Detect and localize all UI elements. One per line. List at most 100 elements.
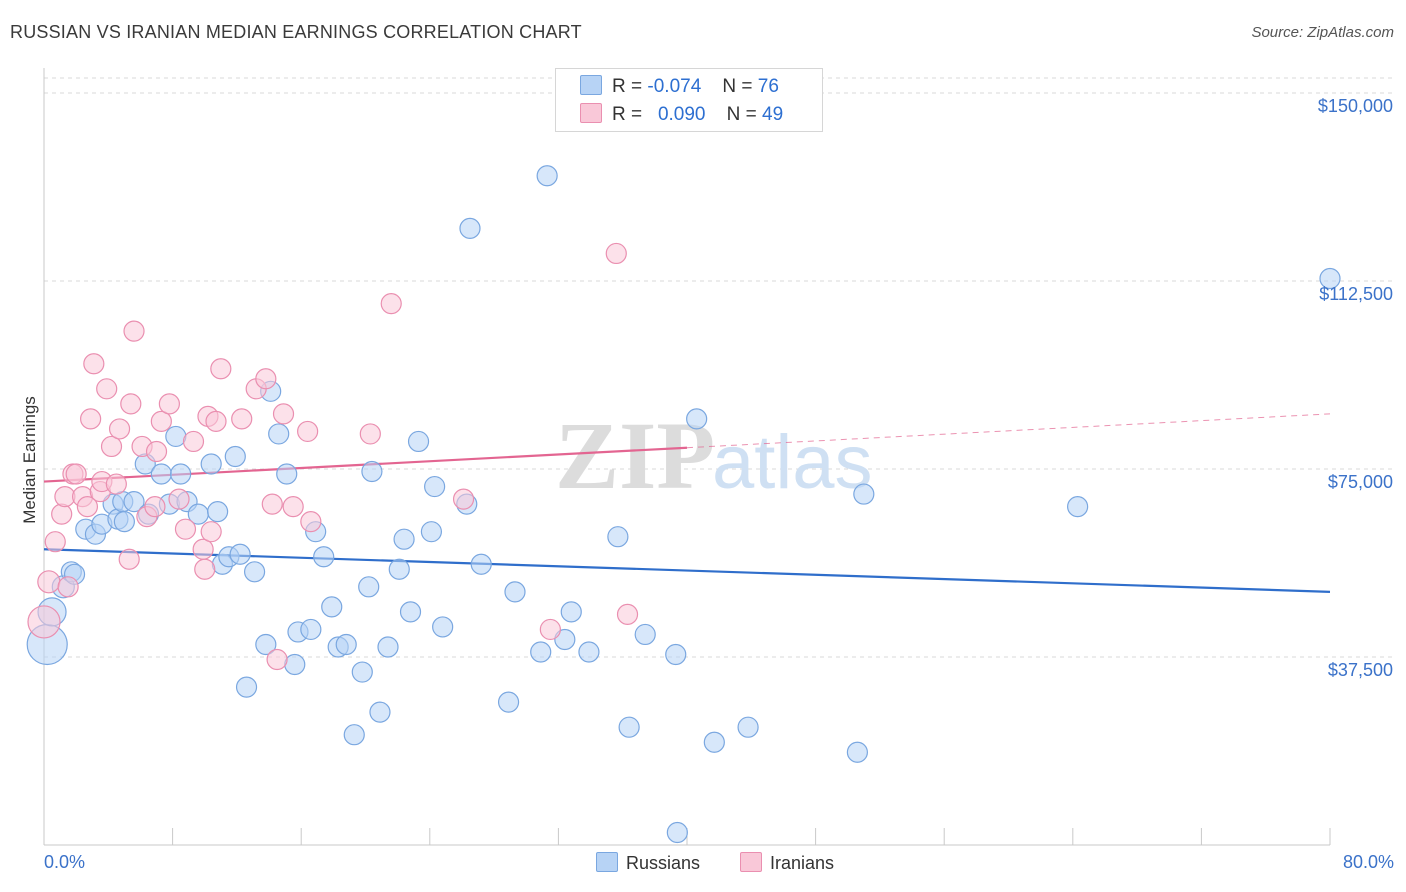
iranians-point-16 [105, 473, 127, 495]
russians-point-27 [235, 676, 258, 698]
iranians-point-46 [380, 292, 402, 315]
russians-point-66 [634, 623, 656, 646]
russians-point-38 [321, 596, 343, 618]
r-label-iranians: R = [612, 104, 643, 125]
source-credit: Source: ZipAtlas.com [1251, 24, 1394, 41]
watermark-atlas: atlas [712, 420, 873, 505]
iranians-point-49 [605, 242, 627, 265]
russians-point-52 [424, 475, 446, 498]
axes [43, 68, 1331, 846]
stats-row-iranians: R = 0.090 N = 49 [580, 103, 783, 127]
x-tick-max: 80.0% [1342, 852, 1394, 872]
iranians-point-14 [96, 378, 118, 400]
russians-point-74 [1067, 496, 1089, 518]
russians-point-28 [243, 561, 266, 583]
y-tick-label-1: $75,000 [1328, 472, 1393, 492]
russians-point-15 [150, 463, 172, 485]
russians-point-37 [313, 546, 335, 568]
iranians-point-7 [65, 463, 87, 485]
iranians-point-23 [144, 496, 166, 518]
russians-point-33 [284, 653, 306, 676]
iranians-point-29 [182, 430, 205, 453]
y-tick-labels: $37,500 $75,000 $112,500 $150,000 [1318, 96, 1393, 680]
russians-swatch [580, 75, 602, 95]
iranians-point-17 [108, 418, 131, 440]
russians-point-62 [560, 601, 582, 623]
iranians-point-1 [37, 570, 61, 594]
russians-point-31 [268, 423, 290, 445]
iranians-point-31 [194, 558, 216, 580]
russians-point-55 [459, 217, 481, 239]
iranians-point-4 [54, 485, 76, 508]
stats-box: R = -0.074 N = 76 R = 0.090 N = 49 [555, 68, 823, 132]
russians-point-48 [393, 528, 415, 550]
stats-row-russians: R = -0.074 N = 76 [580, 75, 779, 99]
legend-russians[interactable]: Russians [596, 852, 700, 874]
iranians-point-26 [158, 393, 180, 415]
x-tick-min: 0.0% [44, 852, 86, 872]
iranians-point-48 [539, 618, 561, 641]
n-label-iranians: N = [726, 104, 757, 125]
iranians-point-20 [123, 320, 145, 342]
russians-point-63 [578, 641, 600, 663]
russians-point-32 [276, 463, 298, 485]
russians-point-43 [358, 576, 380, 598]
russians-point-67 [665, 643, 687, 666]
n-value-russians: 76 [757, 76, 779, 97]
russians-point-50 [407, 430, 430, 453]
russians-point-26 [229, 543, 251, 565]
russians-point-46 [377, 636, 399, 658]
iranians-point-33 [200, 521, 222, 543]
russians-point-11 [113, 511, 135, 533]
y-tick-label-3: $150,000 [1318, 96, 1393, 116]
russians-point-18 [170, 463, 192, 485]
legend-iranians[interactable]: Iranians [740, 852, 834, 874]
russians-point-45 [369, 701, 391, 723]
legend-russians-label: Russians [626, 853, 701, 873]
iranians-point-42 [282, 496, 304, 518]
iranians-point-39 [261, 493, 283, 515]
iranians-point-45 [359, 423, 381, 445]
russians-point-35 [300, 618, 322, 641]
russians-point-68 [666, 821, 688, 844]
iranians-point-15 [100, 435, 123, 458]
iranians-point-28 [174, 518, 197, 540]
n-label-russians: N = [722, 76, 753, 97]
russians-point-51 [420, 521, 443, 543]
iranians-point-19 [120, 393, 142, 415]
russians-point-44 [361, 460, 383, 483]
russians-point-64 [607, 526, 629, 548]
russians-point-29 [255, 633, 277, 656]
russians-point-25 [224, 445, 246, 468]
iranians-point-5 [57, 576, 79, 598]
russians-point-73 [853, 483, 875, 505]
iranians-swatch [580, 103, 602, 123]
russians-point-17 [165, 425, 187, 448]
russians-point-40 [335, 633, 357, 656]
r-value-iranians: 0.090 [657, 104, 706, 125]
n-value-iranians: 49 [762, 104, 784, 125]
iranians-point-34 [205, 410, 227, 432]
r-label-russians: R = [612, 76, 643, 97]
russians-point-71 [737, 716, 759, 738]
iranians-point-2 [44, 531, 66, 553]
russians-point-12 [123, 491, 145, 513]
iranians-point-10 [80, 408, 102, 430]
russians-point-70 [703, 731, 725, 753]
iranians-trend-line-extension [686, 413, 1331, 449]
russians-point-53 [432, 616, 454, 638]
russians-point-21 [200, 453, 222, 475]
y-tick-label-2: $112,500 [1319, 284, 1393, 304]
iranians-point-11 [83, 353, 105, 375]
russians-point-57 [497, 691, 520, 713]
iranians-point-44 [300, 511, 322, 533]
iranians-point-27 [168, 488, 190, 510]
russians-point-69 [686, 408, 708, 430]
legend-iranians-swatch [740, 852, 762, 872]
russians-point-49 [399, 601, 422, 623]
iranians-point-0 [27, 605, 61, 639]
y-tick-label-0: $37,500 [1328, 660, 1393, 680]
iranians-point-35 [210, 358, 232, 380]
russians-point-65 [618, 716, 640, 738]
